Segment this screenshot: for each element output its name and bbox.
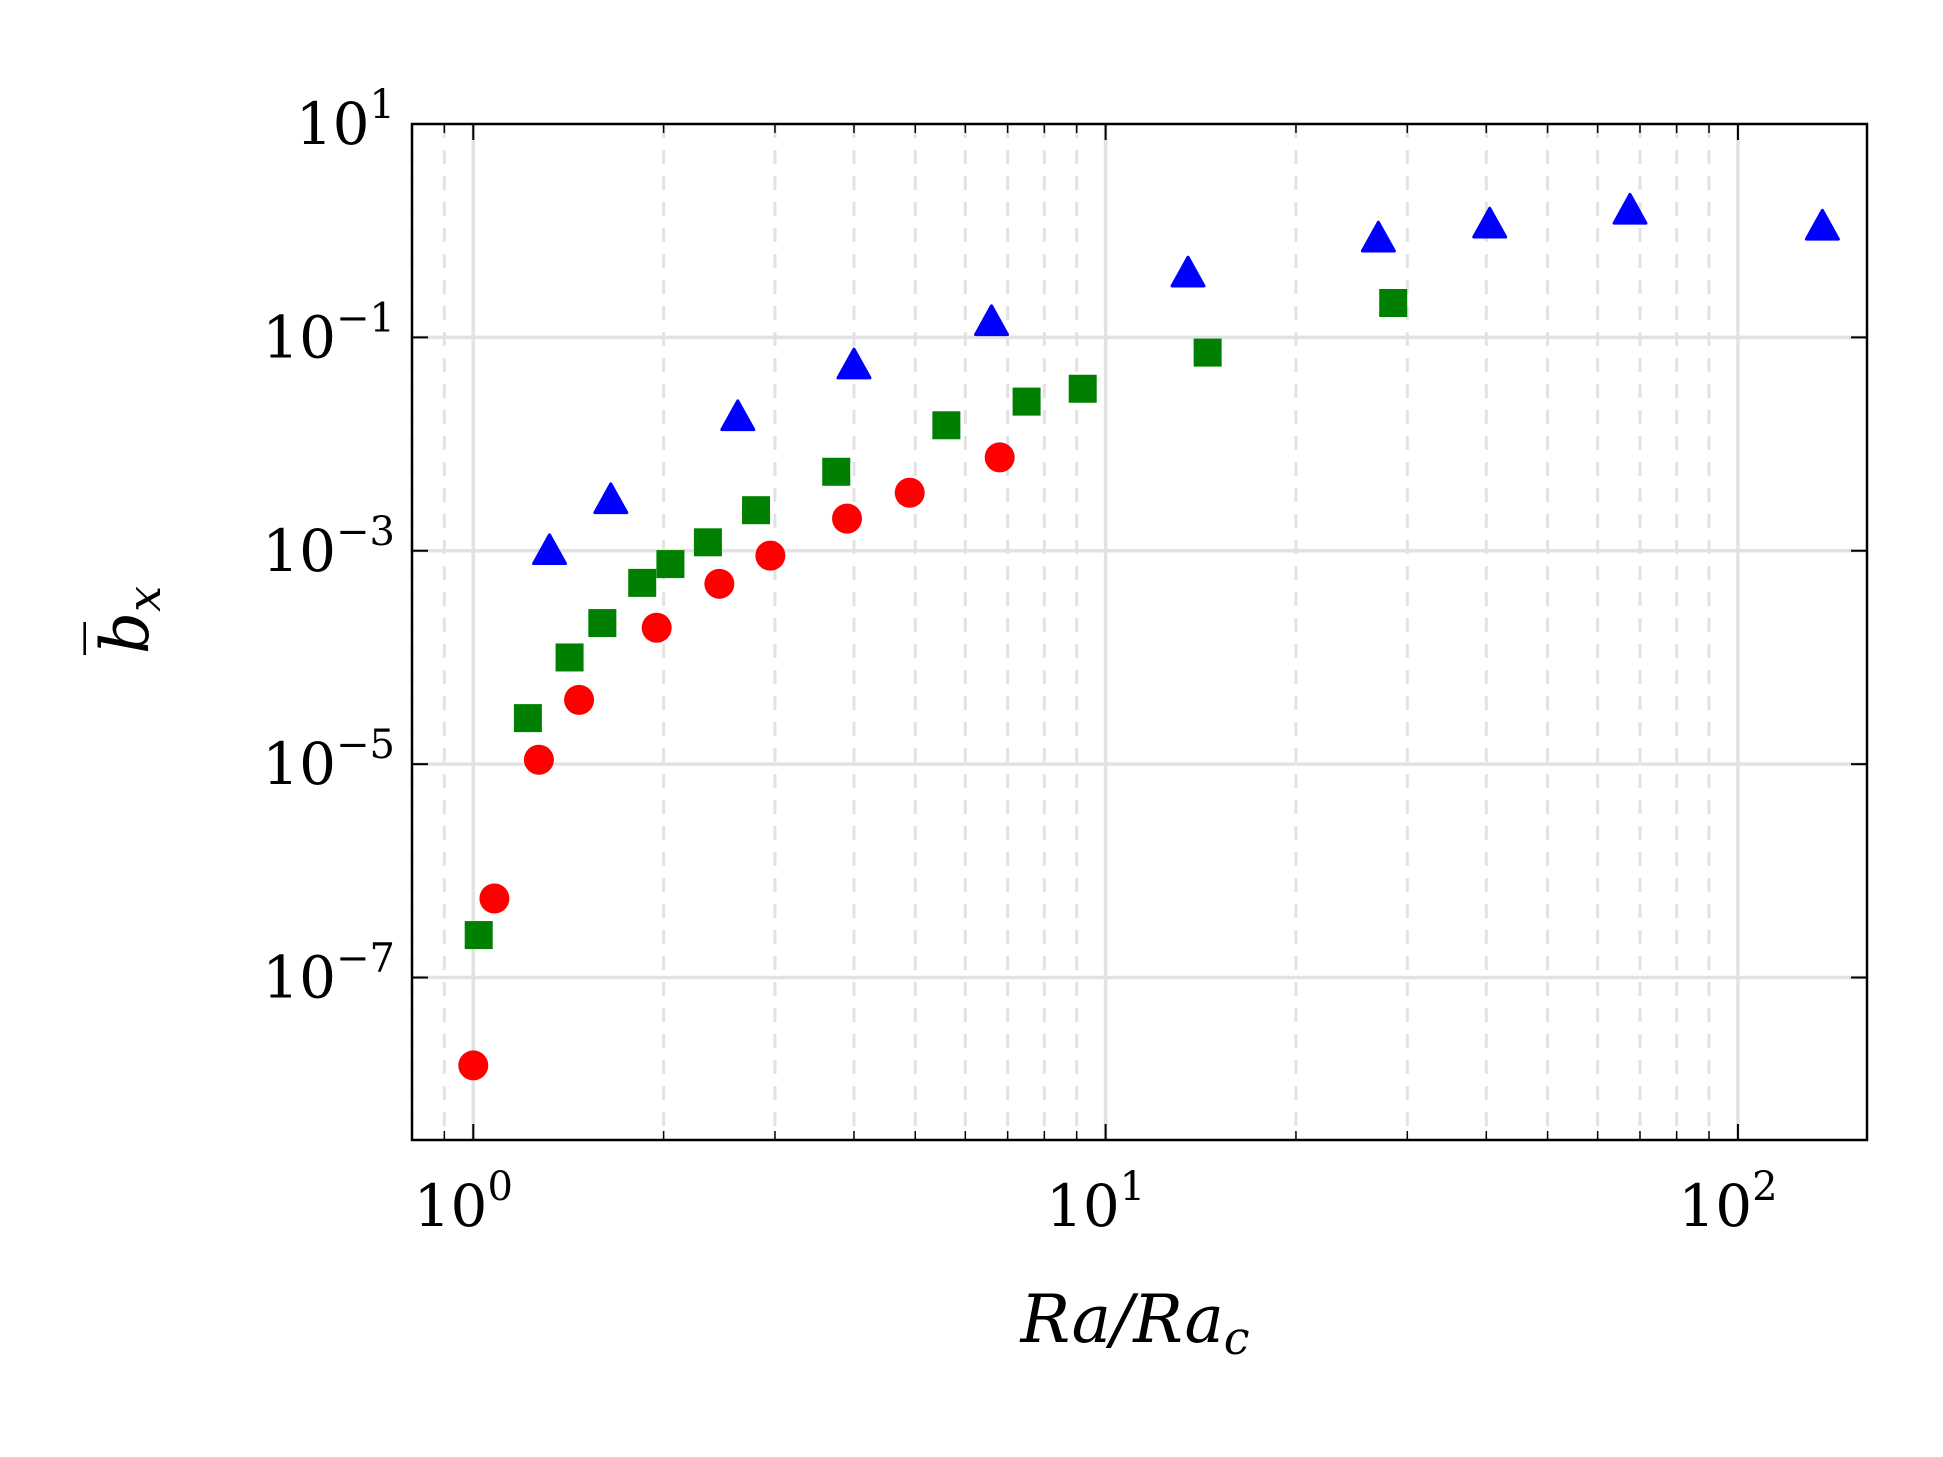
data-markers: [458, 192, 1840, 1081]
data-point-triangle: [1612, 192, 1648, 225]
data-point-circle: [755, 540, 786, 571]
data-point-circle: [832, 503, 863, 534]
grid-lines: [410, 124, 1867, 1140]
data-point-square: [1012, 387, 1041, 416]
data-point-square: [822, 457, 851, 486]
x-axis-label-sub: c: [1224, 1311, 1250, 1365]
data-point-triangle: [532, 533, 568, 566]
x-tick-label: 100: [414, 1164, 513, 1240]
data-point-triangle: [1804, 208, 1840, 241]
data-point-triangle: [1170, 255, 1206, 288]
x-axis-label-main: Ra/Ra: [1019, 1281, 1223, 1358]
y-tick-label: 10−3: [262, 509, 395, 585]
data-point-square: [932, 411, 961, 440]
axis-ticks: [411, 123, 1867, 1140]
data-point-square: [628, 568, 657, 597]
y-tick-label: 10−5: [262, 722, 395, 798]
data-point-circle: [984, 442, 1015, 473]
data-point-circle: [523, 744, 554, 775]
x-axis-label: Ra/Rac: [1019, 1281, 1249, 1365]
data-point-square: [693, 528, 722, 557]
y-tick-label: 101: [296, 82, 395, 158]
y-axis-label-sub: x: [117, 586, 171, 612]
data-point-triangle: [1360, 220, 1396, 253]
x-tick-label: 102: [1678, 1164, 1777, 1240]
x-tick-label: 101: [1046, 1164, 1145, 1240]
data-point-square: [1068, 374, 1097, 403]
data-point-triangle: [1472, 206, 1508, 239]
data-point-circle: [641, 612, 672, 643]
data-point-square: [1193, 338, 1222, 367]
data-point-square: [742, 496, 771, 525]
data-point-square: [656, 550, 685, 579]
data-point-circle: [564, 684, 595, 715]
y-axis-label-main: b̅: [84, 612, 164, 655]
plot-frame: [410, 122, 1869, 1142]
y-tick-label: 10−7: [262, 936, 395, 1012]
data-point-circle: [894, 477, 925, 508]
data-point-square: [1379, 289, 1408, 318]
data-point-triangle: [836, 347, 872, 380]
y-axis-label: b̅x: [84, 586, 171, 655]
data-point-square: [513, 704, 542, 733]
data-point-triangle: [720, 399, 756, 432]
data-point-circle: [458, 1050, 489, 1081]
data-point-circle: [704, 568, 735, 599]
data-point-triangle: [973, 304, 1009, 337]
data-point-square: [588, 609, 617, 638]
data-point-square: [464, 921, 493, 950]
tick-labels: 100 101 102 101 10−1 10−3 10−5 10−7: [262, 82, 1777, 1240]
data-point-triangle: [593, 482, 629, 515]
data-point-circle: [479, 883, 510, 914]
data-point-square: [555, 643, 584, 672]
y-tick-label: 10−1: [262, 295, 395, 371]
